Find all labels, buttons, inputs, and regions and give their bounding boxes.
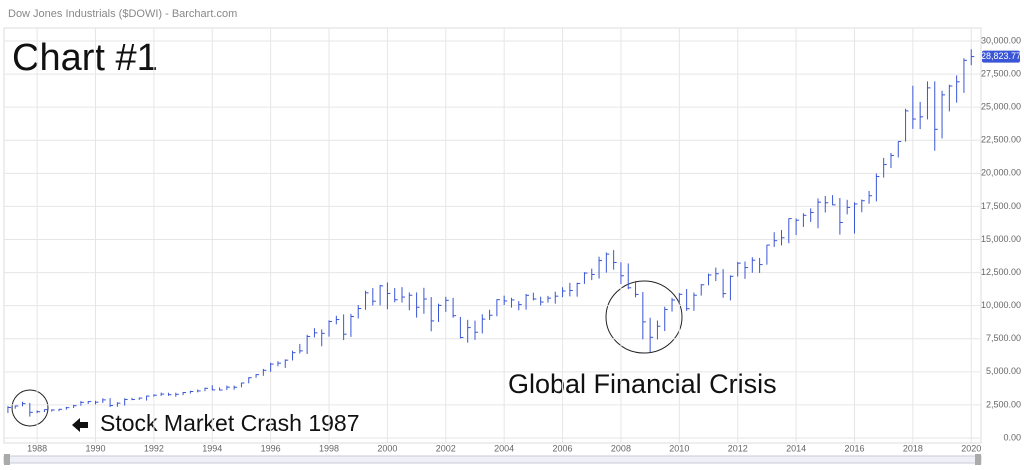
x-tick-label: 2012 — [728, 443, 748, 453]
x-tick-label: 1998 — [319, 443, 339, 453]
y-tick-label: 0.00 — [1003, 432, 1021, 442]
x-tick-label: 1988 — [27, 443, 47, 453]
x-tick-label: 2000 — [377, 443, 397, 453]
scroll-handle[interactable] — [975, 454, 981, 465]
arrow — [72, 418, 88, 432]
x-tick-label: 1992 — [144, 443, 164, 453]
scrollbar[interactable] — [3, 455, 982, 464]
chart-label: Chart #1 — [12, 37, 158, 79]
y-tick-label: 10,000.00 — [981, 300, 1021, 310]
last-price-box — [982, 50, 1020, 63]
x-tick-label: 2010 — [669, 443, 689, 453]
x-tick-label: 1990 — [85, 443, 105, 453]
highlight-circle — [605, 280, 683, 354]
x-tick-label: 2006 — [553, 443, 573, 453]
x-tick-label: 2020 — [961, 443, 981, 453]
y-tick-label: 7,500.00 — [986, 333, 1021, 343]
last-price-label: 28,823.77 — [981, 51, 1021, 61]
x-tick-label: 2002 — [436, 443, 456, 453]
x-tick-label: 2008 — [611, 443, 631, 453]
y-tick-label: 27,500.00 — [981, 68, 1021, 78]
x-tick-label: 2014 — [786, 443, 806, 453]
annotation: Stock Market Crash 1987 — [100, 410, 360, 436]
highlight-circle — [11, 389, 49, 427]
x-tick-label: 2016 — [844, 443, 864, 453]
y-tick-label: 25,000.00 — [981, 102, 1021, 112]
chart-title: Dow Jones Industrials ($DOWI) - Barchart… — [8, 8, 237, 20]
y-tick-label: 12,500.00 — [981, 267, 1021, 277]
y-tick-label: 15,000.00 — [981, 234, 1021, 244]
scroll-handle[interactable] — [4, 454, 10, 465]
y-tick-label: 5,000.00 — [986, 366, 1021, 376]
y-tick-label: 2,500.00 — [986, 399, 1021, 409]
y-tick-label: 20,000.00 — [981, 168, 1021, 178]
x-tick-label: 1994 — [202, 443, 222, 453]
plot-frame — [3, 27, 982, 444]
y-tick-label: 17,500.00 — [981, 201, 1021, 211]
annotation: Global Financial Crisis — [508, 369, 777, 399]
y-tick-label: 22,500.00 — [981, 135, 1021, 145]
x-tick-label: 1996 — [261, 443, 281, 453]
y-tick-label: 30,000.00 — [981, 35, 1021, 45]
x-tick-label: 2018 — [903, 443, 923, 453]
x-tick-label: 2004 — [494, 443, 514, 453]
